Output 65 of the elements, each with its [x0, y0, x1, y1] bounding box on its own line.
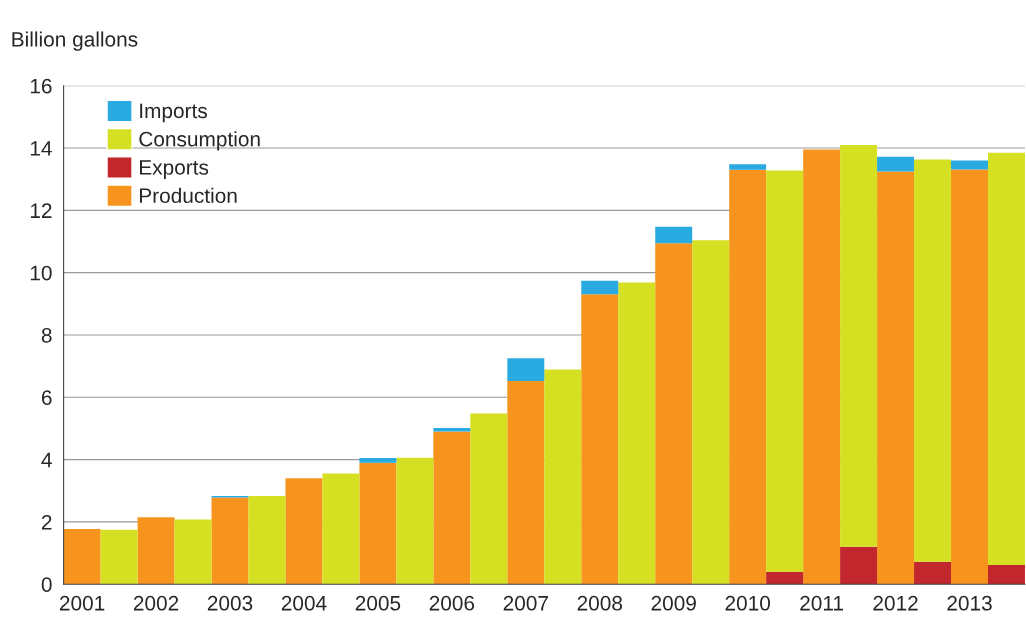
x-tick-label: 2011: [800, 595, 843, 611]
bar: [507, 381, 545, 585]
bar: [211, 497, 249, 585]
x-tick-label: 2004: [281, 595, 327, 611]
y-tick-label: 0: [41, 577, 52, 592]
bar: [655, 226, 693, 244]
bar: [951, 160, 988, 170]
bar: [840, 144, 878, 547]
y-tick-label: 12: [30, 203, 52, 218]
x-tick-label: 2008: [577, 595, 623, 611]
y-tick-label: 16: [30, 78, 52, 94]
y-tick-label: 2: [41, 514, 52, 530]
bar: [544, 369, 582, 585]
y-axis-title: Billion gallons: [12, 31, 138, 51]
bar: [396, 457, 434, 585]
bar: [729, 164, 767, 170]
bar: [766, 170, 804, 572]
bar: [914, 561, 952, 585]
legend-label: Imports: [140, 103, 207, 123]
bar: [174, 519, 212, 585]
bar: [137, 517, 175, 585]
bar: [63, 529, 101, 585]
legend-label: Consumption: [139, 131, 260, 151]
x-tick-label: 2003: [207, 595, 253, 611]
y-tick-label: 4: [41, 452, 52, 468]
x-tick-label: 2005: [355, 595, 401, 611]
bar: [581, 280, 619, 295]
bar: [692, 240, 730, 585]
y-tick-label: 6: [41, 390, 52, 406]
bar: [359, 462, 397, 585]
legend-label: Exports: [140, 160, 209, 179]
bar: [433, 431, 471, 585]
bar: [803, 149, 841, 585]
x-tick-label: 2010: [725, 595, 771, 611]
bar: [433, 428, 471, 432]
bar: [507, 358, 545, 382]
bar: [988, 152, 1025, 565]
y-tick-label: 8: [41, 327, 52, 343]
x-tick-label: 2012: [873, 595, 918, 611]
bar: [877, 171, 915, 585]
bar: [766, 571, 804, 585]
x-tick-label: 2006: [429, 595, 475, 611]
bar: [729, 169, 767, 585]
x-tick-label: 2001: [59, 595, 105, 611]
bar: [248, 496, 286, 585]
bar: [322, 473, 360, 585]
bar: [951, 169, 988, 585]
bar: [655, 243, 693, 585]
bar: [914, 159, 952, 562]
y-tick-label: 10: [30, 265, 52, 281]
bar: [359, 458, 397, 463]
bar: [470, 413, 508, 585]
bar: [581, 294, 619, 585]
legend-label: Production: [140, 187, 237, 204]
bar: [285, 478, 323, 585]
bar: [100, 529, 138, 585]
bar: [618, 282, 656, 585]
x-tick-label: 2007: [503, 595, 548, 611]
x-tick-label: 2002: [133, 595, 179, 611]
bar: [988, 564, 1025, 585]
bar: [877, 156, 915, 172]
y-tick-label: 14: [30, 141, 52, 156]
x-tick-label: 2009: [651, 595, 696, 611]
x-tick-label: 2013: [947, 595, 992, 611]
bar: [840, 546, 878, 585]
